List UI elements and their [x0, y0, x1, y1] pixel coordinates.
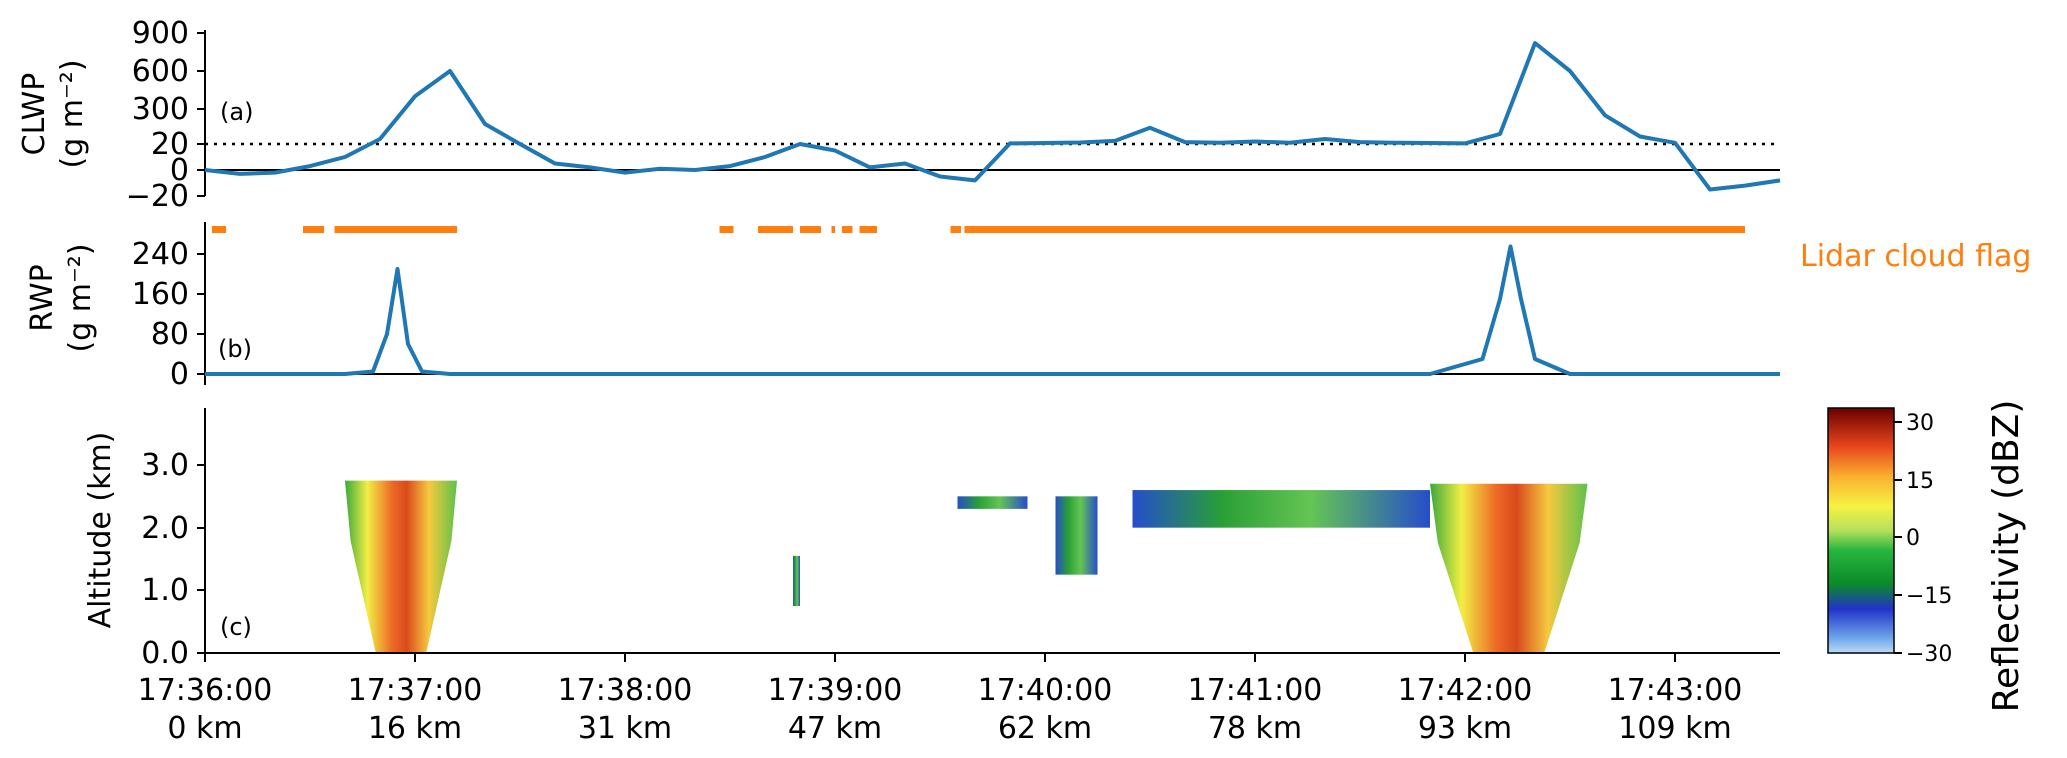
panel-a-ytick-marks [197, 32, 205, 197]
xtick-time-label: 17:39:00 [768, 673, 903, 708]
radar-echo [957, 496, 1028, 509]
panel-a-ylabel-line2: (g m⁻²) [55, 59, 90, 168]
panel-c-reflectivity: 3.0 2.0 1.0 0.0 Altitude (km) (c) 17:36:… [83, 408, 1780, 746]
lidar-flag-segment [719, 226, 734, 233]
panel-a-label: (a) [220, 98, 253, 126]
xtick-time-label: 17:37:00 [348, 673, 483, 708]
xtick-distance-label: 62 km [998, 711, 1092, 746]
panel-c-label: (c) [220, 613, 252, 641]
ytick-label: 160 [132, 277, 189, 312]
lidar-flag-segment [964, 226, 1745, 233]
panel-a-ytick-labels: 900 600 300 20 0 −20 [126, 16, 189, 214]
radar-echo [1430, 483, 1588, 653]
ytick-label: 2.0 [141, 511, 189, 546]
colorbar-tick-label: 30 [1906, 411, 1934, 436]
reflectivity-colorbar: 30 15 0 −15 −30 Reflectivity (dBZ) [1827, 400, 2027, 713]
colorbar-tick-label: 15 [1906, 469, 1934, 494]
ytick-label: 0.0 [141, 636, 189, 671]
radar-echo [1055, 496, 1098, 575]
xtick-distance-label: 78 km [1208, 711, 1302, 746]
ytick-label: 300 [132, 92, 189, 127]
panel-b-ytick-marks [197, 253, 205, 375]
ytick-label: 80 [151, 317, 189, 352]
ytick-label: 0 [170, 357, 189, 392]
panel-b-ylabel-line1: RWP [25, 264, 60, 331]
ytick-label: 240 [132, 237, 189, 272]
lidar-flag-segment [212, 226, 226, 233]
clwp-series-line [204, 41, 1781, 192]
lidar-flag-segment [831, 226, 835, 233]
radar-echo [793, 555, 800, 606]
lidar-flag-segment [334, 226, 457, 233]
lidar-cloud-flag-marks [212, 226, 1745, 233]
ytick-label: −20 [126, 179, 189, 214]
lidar-flag-segment [842, 226, 853, 233]
xtick-distance-label: 109 km [1618, 711, 1731, 746]
colorbar-tick-label: 0 [1906, 526, 1920, 551]
lidar-flag-segment [950, 226, 961, 233]
colorbar-tick-marks [1894, 421, 1902, 654]
colorbar-label: Reflectivity (dBZ) [1986, 400, 2027, 713]
ytick-label: 3.0 [141, 448, 189, 483]
ytick-label: 20 [151, 127, 189, 162]
colorbar-tick-label: −15 [1906, 584, 1952, 609]
ytick-label: 1.0 [141, 573, 189, 608]
lidar-flag-segment [800, 226, 821, 233]
lidar-flag-segment [758, 226, 793, 233]
xtick-time-label: 17:38:00 [558, 673, 693, 708]
panel-b-rwp: 240 160 80 0 RWP (g m⁻²) (b) Lidar cloud… [25, 222, 2031, 392]
ytick-label: 900 [132, 16, 189, 51]
lidar-flag-segment [859, 226, 877, 233]
lidar-flag-segment [303, 226, 324, 233]
lidar-cloud-flag-label: Lidar cloud flag [1800, 239, 2031, 274]
panel-c-ytick-labels: 3.0 2.0 1.0 0.0 [141, 448, 189, 671]
colorbar-gradient [1827, 407, 1895, 654]
radar-echo [1132, 490, 1430, 528]
xtick-distance-label: 47 km [788, 711, 882, 746]
colorbar-tick-labels: 30 15 0 −15 −30 [1906, 411, 1952, 667]
panel-a-ylabel-line1: CLWP [17, 73, 52, 156]
panel-c-ytick-marks [197, 464, 205, 654]
xtick-distance-label: 93 km [1418, 711, 1512, 746]
colorbar-tick-label: −30 [1906, 642, 1952, 667]
panel-b-label: (b) [218, 335, 252, 363]
ytick-label: 600 [132, 54, 189, 89]
xtick-distance-label: 16 km [368, 711, 462, 746]
xtick-time-label: 17:42:00 [1398, 673, 1533, 708]
panel-a-clwp: 900 600 300 20 0 −20 CLWP (g m⁻²) (a) [17, 16, 1781, 214]
xtick-time-label: 17:43:00 [1608, 673, 1743, 708]
ytick-label: 0 [170, 153, 189, 188]
panel-b-ylabel-line2: (g m⁻²) [63, 243, 98, 352]
rwp-series-line [205, 244, 1780, 376]
radar-echo-layer [345, 480, 1588, 653]
xtick-time-label: 17:36:00 [138, 673, 273, 708]
xtick-time-label: 17:41:00 [1188, 673, 1323, 708]
panel-c-ylabel: Altitude (km) [83, 432, 118, 629]
panel-b-ytick-labels: 240 160 80 0 [132, 237, 189, 392]
xtick-time-label: 17:40:00 [978, 673, 1113, 708]
xtick-distance-label: 31 km [578, 711, 672, 746]
radar-echo [345, 480, 457, 653]
xtick-distance-label: 0 km [167, 711, 242, 746]
